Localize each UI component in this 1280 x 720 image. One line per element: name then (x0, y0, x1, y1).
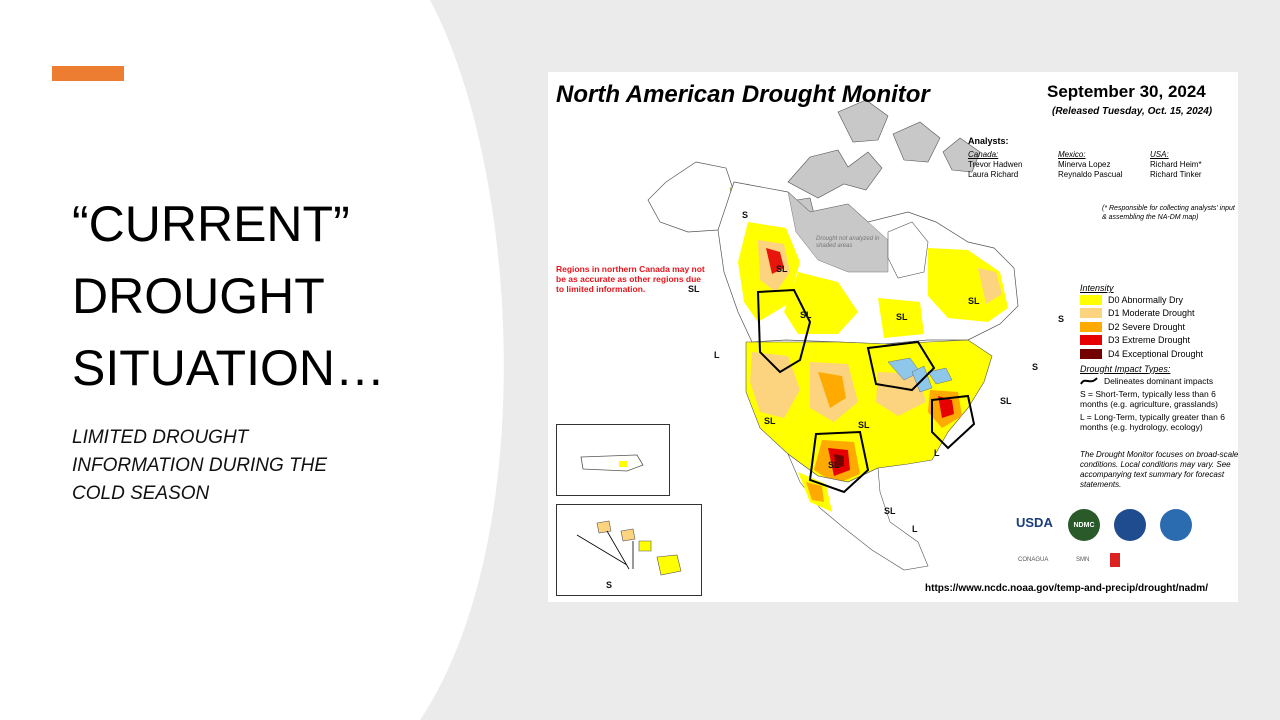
map-date: September 30, 2024 (1047, 82, 1206, 101)
impact-label-sl: SL (858, 420, 870, 430)
legend-item-d4: D4 Exceptional Drought (1080, 347, 1238, 361)
legend-swatch-d1 (1080, 308, 1102, 319)
map-release-date: (Released Tuesday, Oct. 15, 2024) (1052, 106, 1213, 117)
impact-line-item: Delineates dominant impacts (1080, 376, 1238, 386)
slide-title: “CURRENT” DROUGHT SITUATION… (72, 196, 385, 396)
impact-label-s: S (1058, 314, 1065, 324)
impact-label-sl: SL (968, 296, 980, 306)
legend-swatch-d3 (1080, 335, 1102, 346)
hawaii-inset (556, 504, 702, 596)
smn-logo: SMN (1076, 557, 1090, 563)
not-analyzed-label: Drought not analyzed in shaded areas (816, 236, 880, 249)
usda-logo: USDA (1016, 515, 1053, 530)
legend-item-d1: D1 Moderate Drought (1080, 307, 1238, 321)
analysts-block: Analysts: Canada: Trevor Hadwen Laura Ri… (968, 136, 1202, 179)
impact-long-term: L = Long-Term, typically greater than 6 … (1080, 411, 1225, 432)
analysts-footnote: (* Responsible for collecting analysts' … (1102, 205, 1235, 221)
legend-item-d2: D2 Severe Drought (1080, 320, 1238, 334)
commerce-seal-icon (1114, 509, 1146, 541)
drought-map-image: North American Drought Monitor September… (548, 72, 1238, 602)
analysts-mexico: Mexico: Minerva Lopez Reynaldo Pascual (1058, 150, 1123, 179)
legend-swatch-d4 (1080, 348, 1102, 359)
legend-swatch-d2 (1080, 321, 1102, 332)
impact-short-term: S = Short-Term, typically less than 6 mo… (1080, 388, 1218, 409)
agency-logos: USDA NDMC CONAGUA SMN (1014, 507, 1234, 577)
drought-map-graphic (647, 99, 1019, 571)
impact-label-sl: SL (1000, 396, 1012, 406)
impact-line-icon (1080, 376, 1098, 385)
impact-label-sl: SL (764, 416, 776, 426)
impact-label-l: L (934, 448, 940, 458)
impact-label-s: S (742, 210, 749, 220)
impact-label-s: S (1032, 362, 1039, 372)
northern-canada-note: Regions in northern Canada may not be as… (556, 264, 705, 294)
conagua-logo: CONAGUA (1018, 557, 1049, 563)
impact-label-sl: SL (828, 460, 840, 470)
legend: Intensity D0 Abnormally Dry D1 Moderate … (1080, 283, 1238, 432)
impact-label-s: S (606, 580, 613, 590)
impact-label-l: L (714, 350, 720, 360)
impact-label-l: L (912, 524, 918, 534)
impact-label-sl: SL (896, 312, 908, 322)
map-url: https://www.ncdc.noaa.gov/temp-and-preci… (925, 583, 1208, 594)
impact-label-sl: SL (688, 284, 700, 294)
analysts-canada: Canada: Trevor Hadwen Laura Richard (968, 150, 1023, 179)
impact-label-sl: SL (776, 264, 788, 274)
impact-label-sl: SL (884, 506, 896, 516)
slide-subtitle: LIMITED DROUGHT INFORMATION DURING THE C… (72, 427, 328, 504)
canada-flag-icon (1110, 553, 1120, 567)
legend-item-d3: D3 Extreme Drought (1080, 334, 1238, 348)
legend-item-d0: D0 Abnormally Dry (1080, 293, 1238, 307)
puerto-rico-inset (556, 424, 670, 496)
map-disclaimer: The Drought Monitor focuses on broad-sca… (1080, 450, 1238, 489)
accent-bar (52, 66, 124, 81)
impact-label-sl: SL (800, 310, 812, 320)
impact-heading: Drought Impact Types: (1080, 363, 1171, 374)
noaa-logo-icon (1160, 509, 1192, 541)
legend-heading: Intensity (1080, 283, 1114, 293)
ndmc-logo: NDMC (1068, 509, 1100, 541)
legend-swatch-d0 (1080, 294, 1102, 305)
map-title: North American Drought Monitor (556, 81, 930, 108)
analysts-usa: USA: Richard Heim* Richard Tinker (1150, 150, 1202, 179)
